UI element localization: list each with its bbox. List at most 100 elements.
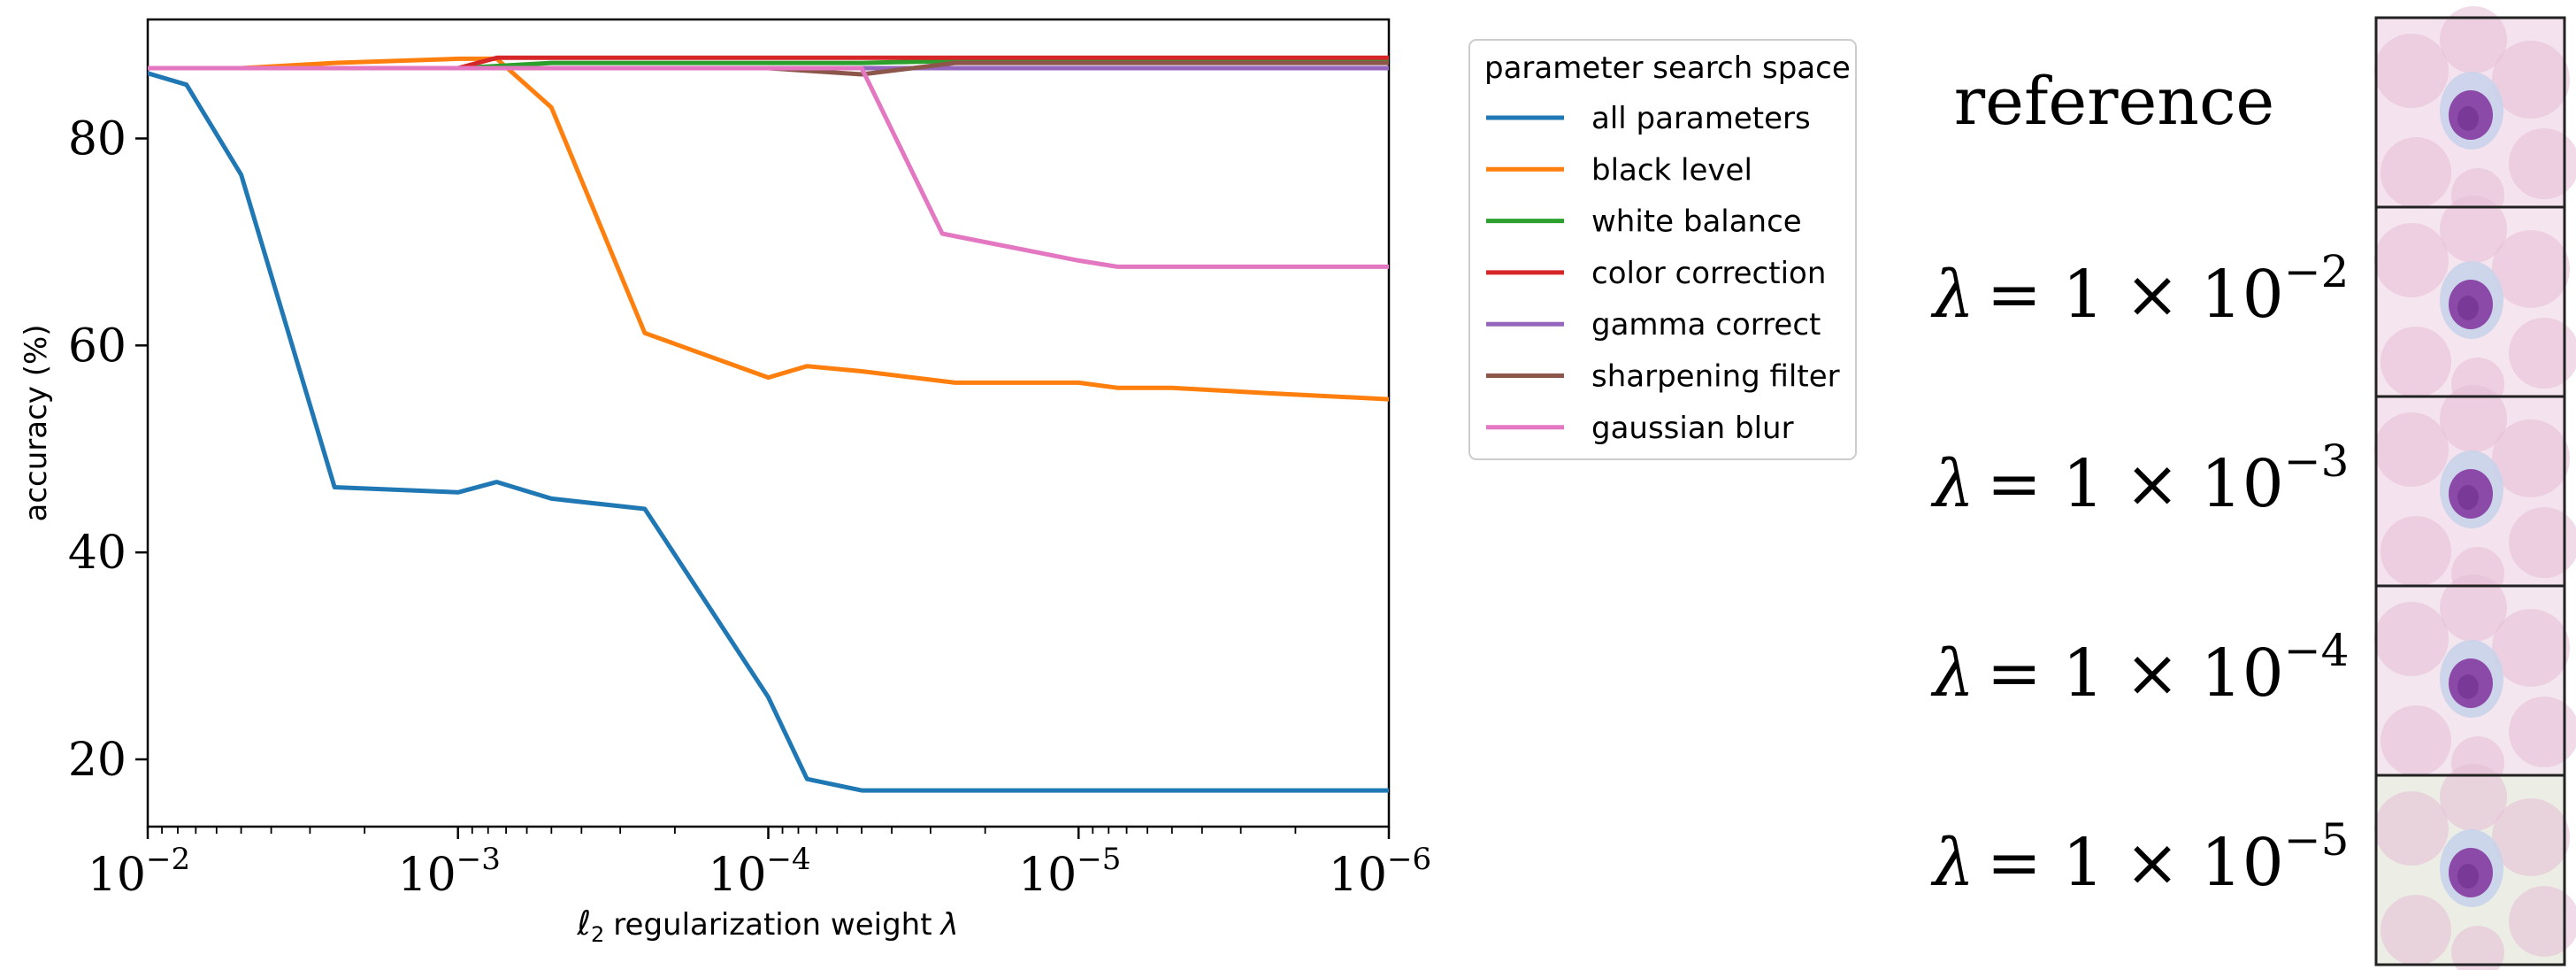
legend-frame [1468,39,1857,460]
cell-nucleus-detail [2457,864,2479,889]
legend-label: white balance [1591,204,1802,240]
y-axis-label: accuracy (%) [19,324,54,521]
x-axis-ticks: 10−2 10−3 10−4 10−5 10−6 [88,827,1431,902]
red-blood-cell [2374,791,2449,866]
red-blood-cell [2440,196,2507,263]
image-tile [2374,196,2576,411]
red-blood-cell [2380,137,2451,208]
legend-item: sharpening filter [1486,359,1840,395]
legend-item: white balance [1486,204,1802,240]
lambda-label: λ = 1 × 10−2 [1930,246,2349,333]
x-tick-label: 10−3 [398,842,501,902]
x-tick-label: 10−4 [708,842,810,902]
legend-item: all parameters [1486,101,1811,136]
lambda-equation: = 1 × 10 [1987,257,2284,333]
red-blood-cell [2374,34,2449,108]
legend-item: gaussian blur [1486,411,1794,446]
lambda-symbol: λ [1930,446,1974,522]
plot-area [146,18,1391,828]
legend-label: all parameters [1591,101,1811,136]
red-blood-cell [2509,697,2576,767]
y-tick-label: 40 [68,527,126,580]
x-axis-label-main: regularization weight [613,907,932,943]
legend-label: gaussian blur [1591,411,1794,446]
lambda-label: λ = 1 × 10−5 [1930,814,2349,901]
x-axis-label-prefix: ℓ [576,904,591,943]
legend-label: sharpening filter [1591,359,1840,395]
red-blood-cell [2374,602,2449,676]
x-tick-label: 10−2 [88,842,190,902]
legend-item: black level [1486,152,1752,188]
tile-frame [2374,774,2566,966]
legend-label: color correction [1591,256,1826,291]
red-blood-cell [2492,41,2570,119]
lambda-symbol: λ [1930,635,1974,712]
red-blood-cell [2440,574,2507,642]
lambda-label: λ = 1 × 10−4 [1930,625,2349,712]
lambda-symbol: λ [1930,825,1974,901]
cell-nucleus-detail [2457,106,2479,131]
x-tick-label: 10−5 [1018,842,1121,902]
red-blood-cell [2509,128,2576,199]
red-blood-cell [2509,507,2576,578]
red-blood-cell [2380,895,2451,966]
lambda-equation: = 1 × 10 [1987,825,2284,901]
red-blood-cell [2492,230,2570,308]
lambda-exponent: −2 [2284,246,2350,297]
x-tick-label-base: 10 [1018,849,1077,902]
x-tick-label-base: 10 [398,849,456,902]
y-axis-ticks: 20 40 60 80 [68,112,148,787]
red-blood-cell [2440,385,2507,452]
red-blood-cell [2440,764,2507,831]
series-line-all-parameters [148,71,1389,793]
x-tick-label-exponent: −5 [1077,842,1121,877]
legend-item: color correction [1486,256,1826,291]
x-tick-label-base: 10 [708,849,766,902]
legend-items: all parameters black level white balance co… [1486,101,1840,446]
red-blood-cell [2380,327,2451,397]
series-line-black-level [148,56,1389,402]
legend-item: gamma correct [1486,307,1821,343]
lambda-exponent: −3 [2284,435,2350,487]
x-tick-label-exponent: −2 [146,842,190,877]
x-tick-label-exponent: −6 [1387,842,1431,877]
series-layer [148,55,1389,793]
cell-nucleus-detail [2457,296,2479,320]
x-axis-label-subscript: 2 [591,922,604,947]
image-tile [2374,6,2576,221]
lambda-label: λ = 1 × 10−3 [1930,435,2349,522]
image-tiles [2374,6,2576,970]
x-axis-label-symbol: λ [939,907,959,943]
cell-nucleus-detail [2457,674,2479,699]
red-blood-cell [2509,318,2576,389]
x-tick-label-base: 10 [1329,849,1387,902]
legend: parameter search space all parameters bla… [1468,39,1857,460]
y-tick-label: 20 [68,734,126,787]
legend-label: black level [1591,152,1752,188]
y-tick-label: 60 [68,319,126,373]
series-line-gaussian-blur [148,65,1389,269]
red-blood-cell [2380,516,2451,587]
red-blood-cell [2380,705,2451,776]
y-tick-label: 80 [68,112,126,166]
x-tick-label-base: 10 [88,849,146,902]
lambda-exponent: −5 [2284,814,2350,866]
image-tile [2374,574,2576,789]
lambda-labels: reference λ = 1 × 10−2λ = 1 × 10−3λ = 1 × 1… [1930,64,2349,901]
x-tick-label-exponent: −4 [767,842,811,877]
cell-nucleus-detail [2457,485,2479,510]
reference-label: reference [1954,64,2274,140]
lambda-equation: = 1 × 10 [1987,446,2284,522]
x-tick-label: 10−6 [1329,842,1431,902]
red-blood-cell [2492,420,2570,497]
image-tile [2374,764,2576,970]
red-blood-cell [2509,886,2576,957]
red-blood-cell [2451,926,2504,970]
x-tick-label-exponent: −3 [456,842,501,877]
lambda-exponent: −4 [2284,625,2350,676]
lambda-symbol: λ [1930,257,1974,333]
red-blood-cell [2374,412,2449,487]
legend-label: gamma correct [1591,307,1821,343]
red-blood-cell [2440,6,2507,73]
